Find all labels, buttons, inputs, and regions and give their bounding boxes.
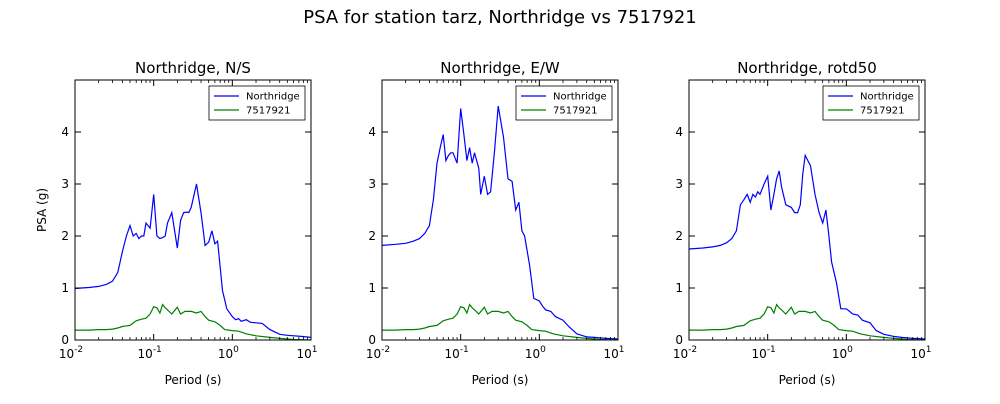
y-tick-label: 1 — [61, 281, 69, 295]
legend-label: Northridge — [860, 92, 914, 103]
x-tick-label: 101 — [910, 345, 931, 361]
y-tick-label: 2 — [675, 229, 683, 243]
legend-box — [822, 85, 920, 121]
x-tick-label: 101 — [296, 345, 317, 361]
series-line-7517921 — [689, 303, 925, 340]
legend-box — [515, 85, 613, 121]
series-line-northridge — [689, 153, 925, 340]
x-axis-label: Period (s) — [165, 373, 222, 387]
y-tick-label: 3 — [675, 177, 683, 191]
figure-title: PSA for station tarz, Northridge vs 7517… — [303, 7, 696, 28]
plot-area — [75, 80, 311, 340]
legend-label: 7517921 — [553, 106, 598, 117]
y-axis-label: PSA (g) — [35, 188, 49, 232]
series-line-7517921 — [75, 303, 311, 340]
x-tick-label: 10-2 — [366, 345, 390, 361]
plot-frame — [74, 79, 312, 341]
plot-frame — [381, 79, 619, 341]
y-tick-label: 4 — [675, 125, 683, 139]
y-tick-label: 0 — [61, 333, 69, 347]
y-tick-label: 0 — [368, 333, 376, 347]
series-line-7517921 — [382, 303, 618, 340]
y-tick-label: 1 — [675, 281, 683, 295]
legend-label: 7517921 — [246, 106, 291, 117]
x-tick-label: 10-1 — [445, 345, 469, 361]
x-tick-label: 101 — [603, 345, 624, 361]
y-tick-label: 4 — [61, 125, 69, 139]
x-tick-label: 100 — [218, 345, 239, 361]
panel-title: Northridge, E/W — [440, 59, 560, 77]
x-tick-label: 10-2 — [673, 345, 697, 361]
x-tick-label: 10-1 — [752, 345, 776, 361]
legend-box — [208, 85, 306, 121]
y-tick-label: 2 — [368, 229, 376, 243]
y-tick-label: 4 — [368, 125, 376, 139]
series-line-northridge — [75, 183, 311, 338]
panel-title: Northridge, rotd50 — [737, 59, 877, 77]
plot-frame — [688, 79, 926, 341]
plot-area — [382, 80, 618, 340]
y-tick-label: 3 — [368, 177, 376, 191]
legend: Northridge 7517921 — [822, 85, 920, 121]
x-axis-label: Period (s) — [779, 373, 836, 387]
y-tick-label: 3 — [61, 177, 69, 191]
legend-label: Northridge — [553, 92, 607, 103]
x-tick-label: 10-1 — [138, 345, 162, 361]
y-tick-label: 0 — [675, 333, 683, 347]
plot-area — [689, 80, 925, 340]
x-tick-label: 100 — [832, 345, 853, 361]
legend-label: Northridge — [246, 92, 300, 103]
legend-label: 7517921 — [860, 106, 905, 117]
x-tick-label: 10-2 — [59, 345, 83, 361]
legend: Northridge 7517921 — [208, 85, 306, 121]
legend: Northridge 7517921 — [515, 85, 613, 121]
x-axis-label: Period (s) — [472, 373, 529, 387]
panel-title: Northridge, N/S — [135, 59, 251, 77]
y-tick-label: 1 — [368, 281, 376, 295]
y-tick-label: 2 — [61, 229, 69, 243]
x-tick-label: 100 — [525, 345, 546, 361]
series-line-northridge — [382, 105, 618, 340]
